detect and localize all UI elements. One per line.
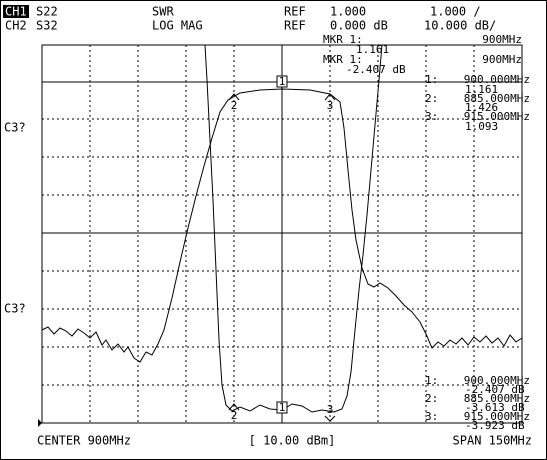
marker-freq: 900MHz: [482, 33, 522, 46]
marker-label: MKR 1:: [323, 33, 363, 46]
channel-label: CH2: [5, 19, 27, 33]
footer: CENTER 900MHz [ 10.00 dBm] SPAN 150MHz: [37, 434, 532, 448]
source-power: [ 10.00 dBm]: [249, 434, 336, 448]
channel-label: CH1: [5, 5, 27, 19]
marker-freq: 900.000MHz: [464, 374, 530, 387]
parameter: S32: [36, 19, 58, 33]
trace-markers-lower: 1 2 3: [228, 401, 336, 422]
marker-number: 2: [231, 99, 238, 112]
marker-index: 2:: [425, 392, 438, 405]
side-label: C3?: [4, 121, 26, 135]
marker-number: 2: [231, 409, 238, 422]
marker-index: 3:: [425, 410, 438, 423]
active-marker-box: [276, 401, 288, 414]
marker-freq: 915.000MHz: [464, 410, 530, 423]
side-label: C3?: [4, 302, 26, 316]
marker-freq: 885.000MHz: [464, 92, 530, 105]
marker-number: 1: [279, 401, 286, 414]
ref-value: 1.000: [330, 5, 366, 19]
marker-freq: 915.000MHz: [464, 110, 530, 123]
ref-pointer: [38, 419, 42, 427]
header: CH1 S22 SWR REF 1.000 1.000 / CH2 S32 LO…: [3, 5, 496, 33]
marker-triangle: [228, 93, 240, 101]
active-channel-box: [3, 5, 29, 18]
marker-freq: 900.000MHz: [464, 73, 530, 86]
marker-value: 1.093: [465, 120, 498, 133]
marker-index: 1:: [425, 374, 438, 387]
marker-value: -3.613 dB: [465, 401, 525, 414]
marker-number: 1: [279, 75, 286, 88]
marker-triangle: [324, 415, 336, 422]
marker-freq: 885.000MHz: [464, 392, 530, 405]
marker-top: MKR 1: 1.161 900MHz MKR 1: -2.407 dB 900…: [323, 33, 522, 76]
format: SWR: [152, 5, 174, 19]
marker-value: -3.923 dB: [465, 419, 525, 432]
span: SPAN 150MHz: [453, 434, 532, 448]
trace-markers-upper: 1 2 3: [228, 75, 336, 112]
scale: 10.000 dB/: [424, 19, 496, 33]
marker-triangle: [228, 403, 240, 411]
marker-number: 3: [327, 403, 334, 416]
marker-value: 1.161: [465, 83, 498, 96]
marker-list-lower: 1: 900.000MHz -2.407 dB 2: 885.000MHz -3…: [425, 374, 530, 432]
format: LOG MAG: [152, 19, 203, 33]
active-marker-box: [276, 75, 288, 88]
vertical-grid: [89, 45, 475, 423]
marker-value: -2.407 dB: [346, 63, 406, 76]
scale: 1.000 /: [430, 5, 481, 19]
marker-label: MKR 1:: [323, 53, 363, 66]
marker-freq: 900MHz: [482, 53, 522, 66]
marker-list-upper: 1: 900.000MHz 1.161 2: 885.000MHz 1.426 …: [425, 73, 530, 133]
trace-s22: [204, 44, 383, 413]
ref-value: 0.000 dB: [330, 19, 388, 33]
center-frequency: CENTER 900MHz: [37, 434, 131, 448]
parameter: S22: [36, 5, 58, 19]
marker-index: 2:: [425, 92, 438, 105]
ref-label: REF: [284, 19, 306, 33]
ref-label: REF: [284, 5, 306, 19]
marker-number: 3: [327, 99, 334, 112]
marker-triangle: [324, 93, 336, 101]
marker-value: 1.426: [465, 101, 498, 114]
marker-index: 1:: [425, 73, 438, 86]
marker-index: 3:: [425, 110, 438, 123]
grid: [38, 44, 523, 427]
trace-s32: [41, 88, 523, 363]
marker-value: -2.407 dB: [465, 383, 525, 396]
marker-value: 1.161: [356, 43, 389, 56]
